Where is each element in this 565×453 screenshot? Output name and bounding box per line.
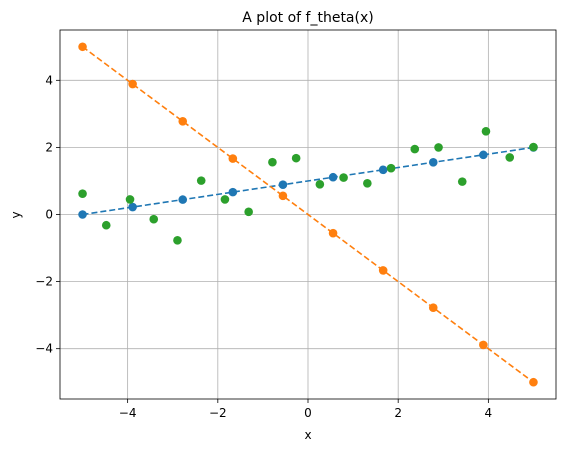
series-2-point <box>378 266 388 275</box>
y-tick-label: 2 <box>45 140 53 154</box>
series-3-point <box>78 189 87 198</box>
series-3-point <box>386 163 396 173</box>
series-3-point <box>220 195 230 204</box>
series-3-point <box>244 207 253 217</box>
series-1-point <box>278 180 288 189</box>
x-tick-label: 4 <box>485 406 493 420</box>
series-2-point <box>78 42 87 52</box>
series-1-point <box>128 202 137 212</box>
series-2-point <box>479 340 488 350</box>
series-1-point <box>378 165 388 175</box>
series-1-point <box>479 150 488 160</box>
series-2 <box>78 42 538 387</box>
y-tick-label: −4 <box>35 342 53 356</box>
series-2-point <box>428 303 438 312</box>
grid <box>60 30 556 399</box>
series-1-point <box>178 195 188 204</box>
series-2-point <box>529 377 538 387</box>
series-3-point <box>339 173 348 182</box>
series-layer <box>78 42 538 387</box>
series-3-point <box>529 142 538 152</box>
series-3-point <box>434 143 443 152</box>
y-tick-label: 4 <box>45 73 53 87</box>
x-tick-label: 2 <box>394 406 402 420</box>
series-3-point <box>196 176 206 185</box>
series-2-point <box>228 154 238 163</box>
series-3-point <box>315 180 325 189</box>
x-tick-label: −2 <box>209 406 227 420</box>
series-3-point <box>505 153 515 162</box>
series-3-point <box>101 220 111 230</box>
series-3-point <box>173 236 182 245</box>
series-2-point <box>128 79 137 89</box>
series-3-point <box>291 153 301 163</box>
series-3-point <box>268 157 277 167</box>
series-3-point <box>125 195 135 204</box>
y-tick-label: 0 <box>45 208 53 222</box>
series-2-line <box>82 46 534 383</box>
y-axis-ticks: −4 −2 0 2 4 <box>35 73 60 356</box>
series-1 <box>78 143 538 219</box>
x-tick-label: 0 <box>304 406 312 420</box>
series-1-point <box>428 158 438 167</box>
series-1-point <box>78 210 87 219</box>
series-2-point <box>178 117 188 126</box>
series-3-point <box>457 177 467 186</box>
series-3-point <box>149 214 159 224</box>
x-tick-label: −4 <box>119 406 137 420</box>
series-1-point <box>228 187 238 197</box>
series-2-point <box>278 191 288 201</box>
x-axis-ticks: −4 −2 0 2 4 <box>119 399 492 420</box>
series-2-point <box>328 228 338 238</box>
series-3-point <box>410 144 420 154</box>
y-axis-label: y <box>9 211 23 218</box>
series-3-point <box>363 179 372 188</box>
series-3-point <box>481 127 491 136</box>
series-1-point <box>328 172 338 182</box>
y-tick-label: −2 <box>35 275 53 289</box>
chart-title: A plot of f_theta(x) <box>242 10 373 26</box>
series-1-line <box>82 146 534 216</box>
x-axis-label: x <box>304 428 311 442</box>
series-3 <box>78 127 538 245</box>
